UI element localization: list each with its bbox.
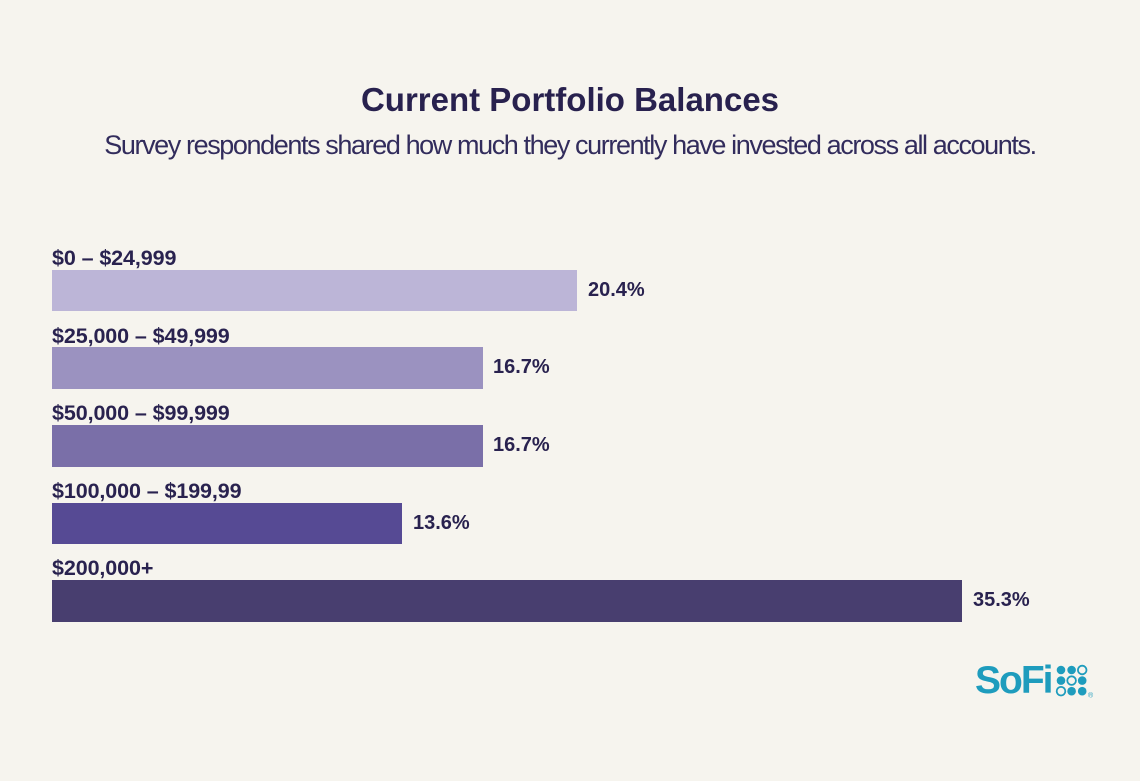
svg-text:®: ® [1088, 692, 1094, 700]
